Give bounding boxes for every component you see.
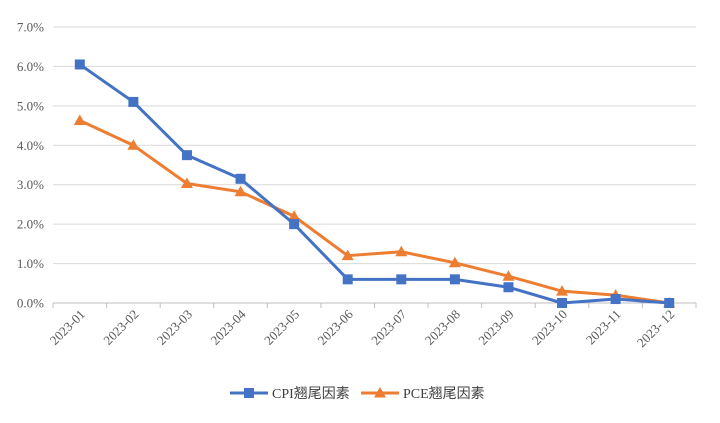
y-tick-label: 6.0% xyxy=(17,59,44,74)
data-point-square xyxy=(503,282,514,293)
x-tick-label: 2023-03 xyxy=(154,307,195,348)
y-tick-label: 2.0% xyxy=(17,217,44,232)
data-point-square xyxy=(181,150,192,161)
data-point-square xyxy=(128,96,139,107)
data-point-triangle xyxy=(374,387,386,398)
data-point-square xyxy=(664,298,675,308)
data-point-square xyxy=(557,298,568,308)
x-tick-label: 2023- 12 xyxy=(634,307,678,351)
legend-item-pce: PCE翘尾因素 xyxy=(361,386,485,402)
data-point-square xyxy=(235,173,246,184)
x-tick-label: 2023-11 xyxy=(583,307,624,348)
x-tick-label: 2023-09 xyxy=(475,307,516,348)
legend-label: CPI翘尾因素 xyxy=(272,386,350,402)
y-tick-label: 4.0% xyxy=(17,138,44,153)
data-point-square xyxy=(449,274,460,285)
data-point-triangle xyxy=(448,256,461,268)
data-point-triangle xyxy=(395,245,408,257)
legend: CPI翘尾因素 PCE翘尾因素 xyxy=(230,386,485,402)
y-axis-tick-labels: 0.0% 1.0% 2.0% 3.0% 4.0% 5.0% 6.0% 7.0% xyxy=(17,20,44,311)
x-tick-label: 2023-10 xyxy=(529,307,570,348)
data-point-triangle xyxy=(341,249,354,261)
data-point-square xyxy=(289,219,300,230)
series-cpi xyxy=(74,59,675,308)
legend-label: PCE翘尾因素 xyxy=(403,386,485,402)
x-tick-label: 2023-04 xyxy=(207,306,249,348)
gridlines xyxy=(53,26,696,265)
data-point-triangle xyxy=(234,185,247,197)
data-point-square xyxy=(396,274,407,285)
series-pce xyxy=(73,114,676,308)
y-tick-label: 7.0% xyxy=(17,20,44,35)
x-tick-label: 2023-08 xyxy=(422,307,463,348)
y-tick-label: 1.0% xyxy=(17,256,44,271)
series-line xyxy=(78,118,671,305)
x-tick-label: 2023-06 xyxy=(315,306,357,348)
y-tick-label: 3.0% xyxy=(17,177,44,192)
x-axis-tick-labels: 2023-01 2023-02 2023-03 2023-04 2023-05 2023-… xyxy=(47,306,678,350)
data-point-square xyxy=(74,59,85,70)
series-group xyxy=(73,59,676,308)
legend-item-cpi: CPI翘尾因素 xyxy=(230,386,350,402)
data-point-triangle xyxy=(502,270,515,281)
x-tick-label: 2023-02 xyxy=(100,307,141,348)
x-tick-label: 2023-05 xyxy=(261,307,302,348)
x-axis xyxy=(52,302,697,308)
data-point-triangle xyxy=(73,114,86,125)
data-point-triangle xyxy=(288,210,301,221)
data-point-square xyxy=(244,388,254,398)
x-tick-label: 2023-01 xyxy=(47,307,88,348)
x-tick-label: 2023-07 xyxy=(368,306,410,348)
data-point-triangle xyxy=(556,285,569,296)
y-tick-label: 5.0% xyxy=(17,98,44,113)
y-tick-label: 0.0% xyxy=(17,296,44,311)
data-point-triangle xyxy=(180,177,193,189)
data-point-square xyxy=(342,274,353,285)
series-line xyxy=(78,62,671,305)
data-point-square xyxy=(610,294,621,305)
data-point-triangle xyxy=(127,139,140,150)
